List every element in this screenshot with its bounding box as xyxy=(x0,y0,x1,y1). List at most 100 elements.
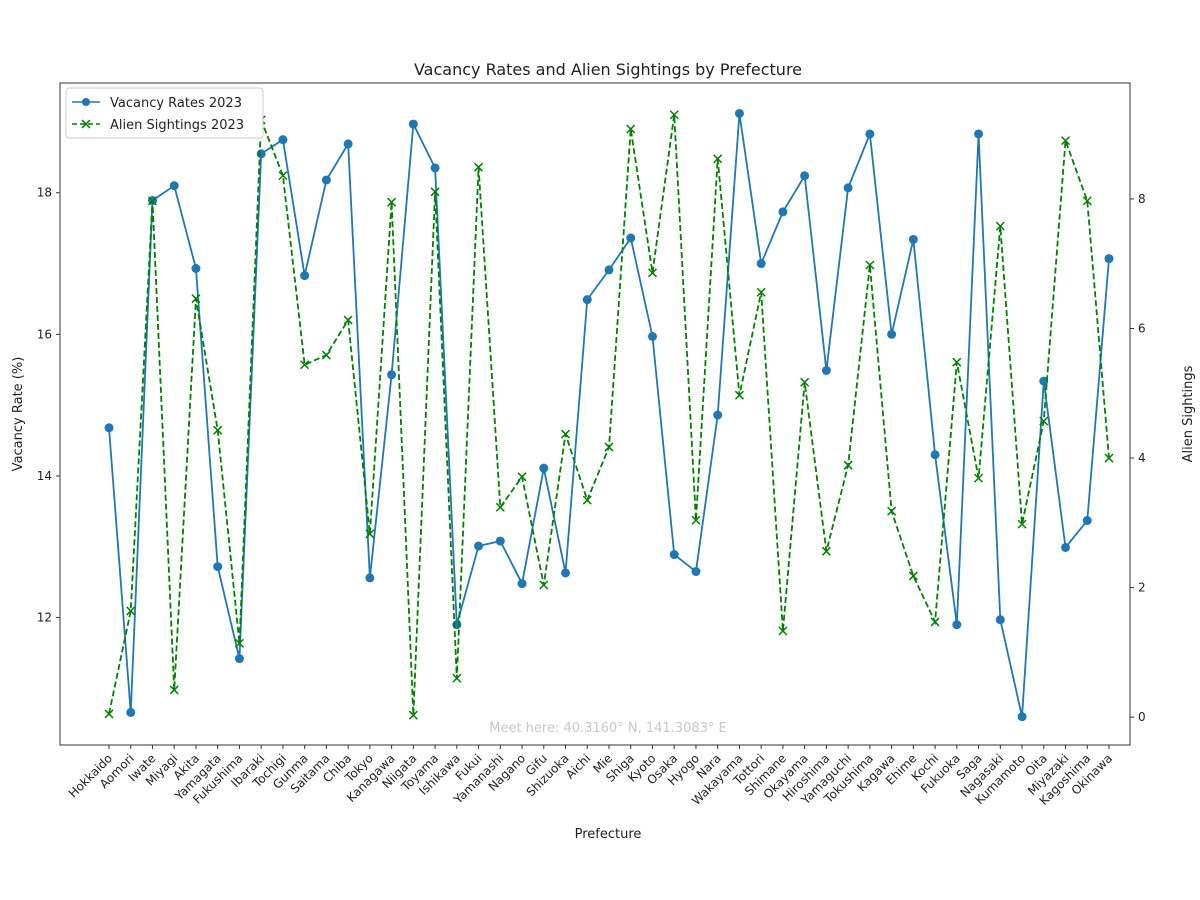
alien-sightings-point xyxy=(1104,453,1114,463)
vacancy-point xyxy=(908,234,918,244)
alien-sightings-point xyxy=(365,529,375,539)
alien-sightings-point xyxy=(669,110,679,120)
vacancy-point xyxy=(800,171,810,181)
x-tick-label: Aichi xyxy=(563,751,593,781)
vacancy-point xyxy=(734,108,744,118)
y-tick-label: 18 xyxy=(37,186,52,200)
alien-sightings-point xyxy=(582,495,592,505)
alien-sightings-point xyxy=(1060,136,1071,146)
alien-sightings-point xyxy=(452,673,462,683)
vacancy-point xyxy=(561,568,571,578)
alien-sightings-point xyxy=(408,710,418,720)
vacancy-point xyxy=(365,573,375,583)
alien-sightings-point xyxy=(191,294,201,304)
alien-sightings-point xyxy=(169,685,179,695)
vacancy-point xyxy=(321,175,331,185)
legend-label-vacancy: Vacancy Rates 2023 xyxy=(110,96,242,111)
alien-sightings-point xyxy=(626,124,636,134)
vacancy-point xyxy=(647,331,657,341)
y-right-tick-label: 4 xyxy=(1138,451,1146,465)
alien-sightings-point xyxy=(300,360,310,370)
vacancy-point xyxy=(387,370,397,380)
vacancy-point xyxy=(213,562,223,572)
alien-sightings-point xyxy=(147,196,158,206)
vacancy-point xyxy=(713,410,723,420)
legend-label-alien: Alien Sightings 2023 xyxy=(110,118,244,133)
alien-sightings-point xyxy=(430,187,440,197)
legend: Vacancy Rates 2023 Alien Sightings 2023 xyxy=(65,87,264,139)
vacancy-point xyxy=(278,135,288,145)
alien-sightings-point xyxy=(691,515,701,525)
alien-sightings-point xyxy=(952,357,962,367)
alien-sightings-point xyxy=(278,171,288,181)
alien-sightings-point xyxy=(1017,519,1027,529)
x-axis-label: Prefecture xyxy=(575,827,642,842)
vacancy-point xyxy=(821,365,831,375)
vacancy-point xyxy=(887,329,897,339)
alien-sightings-point xyxy=(1039,416,1049,426)
vacancy-point xyxy=(343,139,353,149)
alien-sightings-point xyxy=(604,442,614,452)
y-axis-label: Vacancy Rate (%) xyxy=(11,357,26,472)
vacancy-point xyxy=(126,707,136,717)
vacancy-point xyxy=(843,183,853,193)
plot-area xyxy=(59,82,1131,746)
alien-sightings-point xyxy=(647,268,658,278)
vacancy-point xyxy=(539,463,549,473)
chart-title: Vacancy Rates and Alien Sightings by Pre… xyxy=(414,60,802,79)
vacancy-point xyxy=(300,271,310,281)
alien-sightings-point xyxy=(734,390,744,400)
y-right-tick-label: 0 xyxy=(1138,710,1146,724)
y-right-tick-label: 2 xyxy=(1138,581,1146,595)
legend-marker-alien xyxy=(81,119,91,129)
alien-sightings-point xyxy=(126,606,136,616)
y-right-tick-label: 8 xyxy=(1138,192,1146,206)
alien-sightings-point xyxy=(930,617,940,627)
vacancy-point xyxy=(517,579,527,589)
alien-sightings-point xyxy=(908,571,918,581)
alien-sightings-point xyxy=(343,315,353,325)
vacancy-point xyxy=(191,264,201,274)
alien-sightings-point xyxy=(756,287,766,297)
vacancy-point xyxy=(691,567,701,577)
y-right-tick-label: 6 xyxy=(1138,321,1146,335)
alien-sightings-point xyxy=(321,350,331,360)
alien-sightings-point xyxy=(474,162,484,172)
y-tick-label: 14 xyxy=(37,469,52,483)
vacancy-point xyxy=(582,295,592,305)
vacancy-point xyxy=(474,541,484,551)
alien-sightings-point xyxy=(887,506,897,516)
alien-sightings-point xyxy=(104,709,114,719)
alien-sightings-point xyxy=(539,580,549,590)
vacancy-point xyxy=(930,450,940,460)
alien-sightings-point xyxy=(560,429,571,439)
vacancy-point xyxy=(234,654,244,664)
alien-sightings-point xyxy=(865,260,875,270)
y-tick-label: 16 xyxy=(37,327,52,341)
alien-sightings-point xyxy=(234,638,244,648)
vacancy-point xyxy=(408,119,418,129)
alien-sightings-point xyxy=(517,472,527,482)
alien-sightings-point xyxy=(821,546,831,556)
legend-marker-vacancy xyxy=(82,98,90,106)
vacancy-point xyxy=(256,149,266,159)
vacancy-point xyxy=(756,259,766,269)
vacancy-point xyxy=(626,233,636,243)
vacancy-point xyxy=(604,265,614,275)
vacancy-point xyxy=(495,536,505,546)
vacancy-point xyxy=(104,423,114,433)
alien-sightings-point xyxy=(713,154,723,164)
vacancy-point xyxy=(778,207,788,217)
alien-sightings-point xyxy=(995,221,1005,231)
vacancy-point xyxy=(1061,542,1071,552)
y-axis-label-right: Alien Sightings xyxy=(1181,365,1196,462)
alien-sightings-point xyxy=(213,425,223,435)
alien-sightings-point xyxy=(495,502,505,512)
annotation-watermark: Meet here: 40.3160° N, 141.3083° E xyxy=(489,721,727,736)
vacancy-point xyxy=(995,615,1005,625)
vacancy-point xyxy=(430,163,440,173)
vacancy-point xyxy=(1017,712,1027,722)
alien-sightings-point xyxy=(843,460,853,470)
y-tick-label: 12 xyxy=(37,611,52,625)
